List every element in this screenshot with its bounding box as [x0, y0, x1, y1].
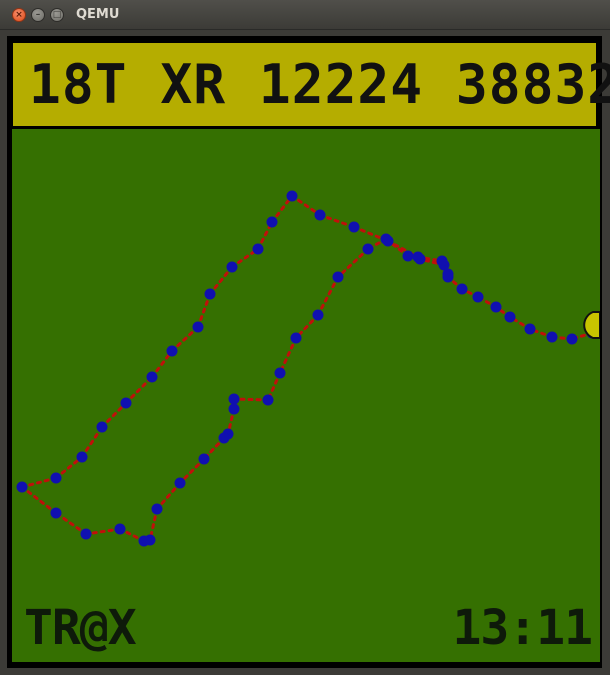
track-point-icon: [121, 398, 132, 409]
track-point-icon: [97, 422, 108, 433]
maximize-window-button[interactable]: □: [50, 8, 64, 22]
track-point-icon: [253, 244, 264, 255]
maximize-icon: □: [53, 10, 62, 20]
window-title: QEMU: [76, 7, 119, 22]
track-point-icon: [17, 482, 28, 493]
track-point-icon: [547, 332, 558, 343]
track-point-icon: [275, 368, 286, 379]
track-map-canvas: [12, 129, 600, 662]
track-point-icon: [139, 536, 150, 547]
brand-label: TR@X: [24, 600, 136, 656]
track-point-icon: [267, 217, 278, 228]
track-points: [17, 191, 598, 547]
track-point-icon: [491, 302, 502, 313]
minimize-window-button[interactable]: –: [31, 8, 45, 22]
track-point-icon: [147, 372, 158, 383]
track-point-icon: [229, 394, 240, 405]
track-point-icon: [115, 524, 126, 535]
track-point-icon: [287, 191, 298, 202]
device-screen[interactable]: 18T XR 12224 38832 TR@X 13:11: [7, 36, 602, 668]
track-segment: [280, 338, 296, 373]
minimize-icon: –: [36, 10, 41, 20]
track-segment: [126, 377, 152, 403]
track-point-icon: [443, 269, 454, 280]
coordinate-bar: 18T XR 12224 38832: [13, 43, 600, 126]
track-point-icon: [567, 334, 578, 345]
track-path: [22, 196, 592, 541]
track-point-icon: [525, 324, 536, 335]
track-point-icon: [175, 478, 186, 489]
close-icon: ×: [15, 10, 23, 20]
track-segment: [338, 249, 368, 277]
track-point-icon: [313, 310, 324, 321]
clock-display: 13:11: [453, 600, 593, 656]
grid-coordinate-readout: 18T XR 12224 38832: [29, 53, 610, 116]
track-point-icon: [199, 454, 210, 465]
track-point-icon: [383, 236, 394, 247]
track-point-icon: [349, 222, 360, 233]
track-point-icon: [363, 244, 374, 255]
track-point-icon: [193, 322, 204, 333]
track-point-icon: [473, 292, 484, 303]
track-map[interactable]: TR@X 13:11: [12, 129, 600, 662]
track-point-icon: [315, 210, 326, 221]
current-position-marker-icon: [584, 312, 600, 338]
track-point-icon: [51, 473, 62, 484]
track-point-icon: [205, 289, 216, 300]
track-segment: [318, 277, 338, 315]
track-point-icon: [413, 252, 424, 263]
track-point-icon: [227, 262, 238, 273]
track-point-icon: [291, 333, 302, 344]
track-point-icon: [437, 256, 448, 267]
track-point-icon: [263, 395, 274, 406]
track-point-icon: [403, 251, 414, 262]
track-point-icon: [333, 272, 344, 283]
track-segment: [22, 487, 56, 513]
track-point-icon: [229, 404, 240, 415]
track-point-icon: [81, 529, 92, 540]
title-bar: × – □ QEMU: [0, 0, 610, 30]
close-window-button[interactable]: ×: [12, 8, 26, 22]
track-point-icon: [167, 346, 178, 357]
track-point-icon: [77, 452, 88, 463]
track-point-icon: [152, 504, 163, 515]
track-point-icon: [51, 508, 62, 519]
track-point-icon: [505, 312, 516, 323]
track-point-icon: [457, 284, 468, 295]
track-point-icon: [219, 433, 230, 444]
